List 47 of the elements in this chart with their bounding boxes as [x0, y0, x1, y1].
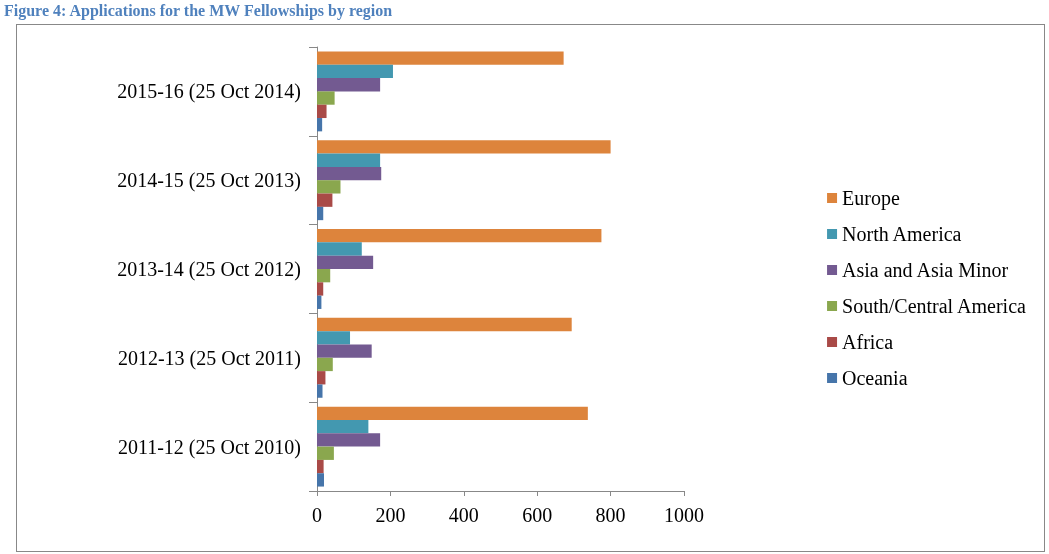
bar — [317, 242, 362, 256]
bar — [317, 78, 381, 92]
bar — [317, 140, 611, 154]
legend-label: Europe — [842, 187, 900, 210]
legend-label: South/Central America — [842, 295, 1027, 317]
bar — [317, 473, 324, 487]
bar — [317, 357, 333, 372]
y-tick-label: 2012-13 (25 Oct 2011) — [117, 346, 301, 370]
bar — [317, 459, 324, 474]
x-tick-label: 800 — [595, 504, 626, 526]
x-tick-label: 1000 — [664, 504, 704, 526]
y-tick-label: 2013-14 (25 Oct 2012) — [117, 258, 301, 281]
bar — [317, 153, 381, 167]
x-tick-label: 200 — [375, 504, 406, 526]
legend-label: North America — [842, 223, 962, 245]
bar — [317, 446, 334, 460]
bar — [317, 91, 335, 105]
bar — [317, 166, 382, 181]
chart-title: Figure 4: Applications for the MW Fellowships by region — [4, 2, 393, 20]
legend-label: Africa — [842, 331, 894, 353]
bar — [317, 384, 323, 398]
bar — [317, 255, 374, 269]
bar — [317, 206, 324, 221]
bar — [317, 406, 588, 420]
bar — [317, 344, 372, 358]
legend-label: Asia and Asia Minor — [842, 259, 1009, 281]
bar — [317, 118, 323, 132]
bar — [317, 64, 393, 79]
bar — [317, 419, 369, 434]
legend-label: Oceania — [842, 367, 908, 389]
bar — [317, 229, 602, 243]
y-tick-label: 2015-16 (25 Oct 2014) — [117, 80, 301, 104]
y-tick-label: 2014-15 (25 Oct 2013) — [117, 169, 301, 193]
bar — [317, 331, 351, 345]
bar — [317, 51, 564, 65]
bar — [317, 269, 331, 283]
bar — [317, 371, 326, 385]
bar — [317, 193, 333, 207]
bar — [317, 433, 381, 447]
x-tick-label: 400 — [448, 504, 479, 526]
x-tick-label: 0 — [312, 504, 322, 526]
x-tick-label: 600 — [522, 504, 553, 526]
y-tick-label: 2011-12 (25 Oct 2010) — [117, 435, 301, 459]
bar — [317, 317, 572, 332]
bar — [317, 180, 341, 194]
bar — [317, 282, 324, 296]
bar — [317, 104, 327, 119]
